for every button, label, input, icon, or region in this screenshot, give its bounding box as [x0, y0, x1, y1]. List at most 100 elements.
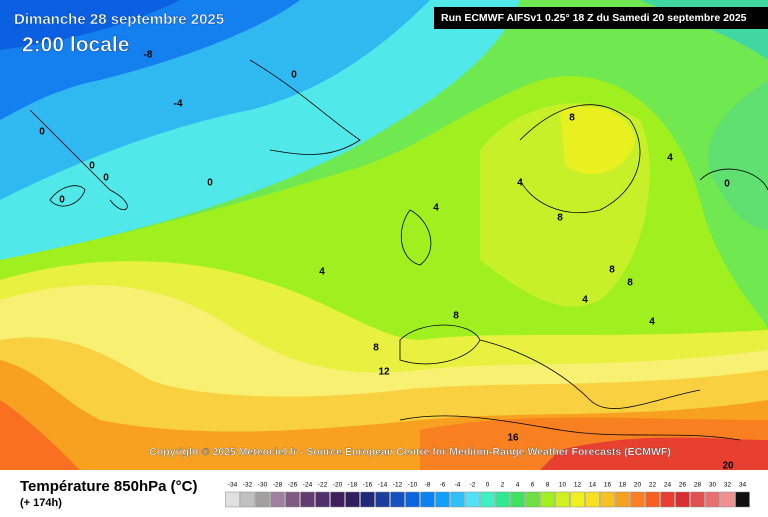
scale-swatch — [300, 491, 315, 508]
scale-label: -26 — [288, 482, 298, 489]
scale-swatch — [480, 491, 495, 508]
scale-swatch — [225, 491, 240, 508]
contour-label: 8 — [373, 343, 379, 354]
contour-label: 4 — [433, 203, 439, 214]
contour-label: 8 — [609, 265, 615, 276]
scale-swatch — [420, 491, 435, 508]
contour-label: 8 — [557, 213, 563, 224]
scale-label: 2 — [501, 482, 505, 489]
scale-swatch — [450, 491, 465, 508]
scale-label: -18 — [348, 482, 358, 489]
scale-swatch — [675, 491, 690, 508]
scale-swatch — [495, 491, 510, 508]
scale-label: 14 — [589, 482, 597, 489]
scale-label: -34 — [228, 482, 238, 489]
scale-label: 34 — [739, 482, 747, 489]
scale-swatch — [345, 491, 360, 508]
contour-label: 8 — [453, 311, 459, 322]
scale-swatch — [405, 491, 420, 508]
scale-label: -20 — [333, 482, 343, 489]
contour-label: 16 — [507, 433, 519, 444]
copyright: Copyright © 2025 Meteociel.fr - Source E… — [149, 446, 671, 458]
scale-label: -14 — [378, 482, 388, 489]
run-info: Run ECMWF AIFSv1 0.25° 18 Z du Samedi 20… — [441, 12, 747, 24]
scale-swatch — [660, 491, 675, 508]
contour-label: 8 — [627, 278, 633, 289]
color-scale: -34 -32 -30 -28 -26 -24 -22 -20 -18 -16 -14 -12 -10-… — [225, 482, 750, 508]
scale-swatch — [270, 491, 285, 508]
scale-label: -32 — [243, 482, 253, 489]
scale-label: 4 — [516, 482, 520, 489]
scale-label: -12 — [393, 482, 403, 489]
scale-label: -10 — [408, 482, 418, 489]
contour-label: 0 — [291, 70, 297, 81]
scale-swatch — [510, 491, 525, 508]
scale-swatch — [360, 491, 375, 508]
legend-title: Température 850hPa (°C) — [20, 478, 197, 495]
scale-swatch — [735, 491, 750, 508]
contour-label: 12 — [378, 367, 390, 378]
scale-label: 10 — [559, 482, 567, 489]
scale-label: -24 — [303, 482, 313, 489]
contour-label: 0 — [59, 195, 65, 206]
scale-swatch — [390, 491, 405, 508]
scale-swatch — [315, 491, 330, 508]
temperature-field — [0, 0, 768, 470]
scale-label: -6 — [440, 482, 446, 489]
scale-swatch — [720, 491, 735, 508]
contour-label: 0 — [207, 178, 213, 189]
scale-label: 24 — [664, 482, 672, 489]
scale-swatch — [690, 491, 705, 508]
scale-label: 20 — [634, 482, 642, 489]
run-box — [434, 7, 768, 29]
contour-label: -4 — [174, 99, 183, 110]
contour-label: 4 — [517, 178, 523, 189]
scale-swatch — [240, 491, 255, 508]
contour-label: -8 — [144, 50, 153, 61]
scale-label: 0 — [486, 482, 490, 489]
scale-label: 22 — [649, 482, 657, 489]
scale-swatch — [555, 491, 570, 508]
contour-label: 8 — [569, 113, 575, 124]
scale-swatch — [525, 491, 540, 508]
scale-label: 18 — [619, 482, 627, 489]
scale-swatch — [570, 491, 585, 508]
scale-label: -4 — [455, 482, 461, 489]
scale-swatch — [645, 491, 660, 508]
scale-label: -22 — [318, 482, 328, 489]
scale-label: 16 — [604, 482, 612, 489]
scale-swatch — [630, 491, 645, 508]
contour-label: 4 — [667, 153, 673, 164]
scale-label: -28 — [273, 482, 283, 489]
local-time: 2:00 locale — [22, 34, 129, 57]
scale-swatch — [705, 491, 720, 508]
contour-label: 0 — [724, 179, 730, 190]
scale-swatch — [600, 491, 615, 508]
scale-label: 28 — [694, 482, 702, 489]
scale-swatch — [585, 491, 600, 508]
contour-label: 0 — [103, 173, 109, 184]
scale-label: 26 — [679, 482, 687, 489]
contour-label: 4 — [319, 267, 325, 278]
scale-label: -2 — [470, 482, 476, 489]
contour-label: 4 — [649, 317, 655, 328]
contour-label: 0 — [39, 127, 45, 138]
coastlines — [29, 59, 768, 441]
contour-label: 4 — [582, 295, 588, 306]
scale-label: -16 — [363, 482, 373, 489]
scale-swatch — [330, 491, 345, 508]
scale-swatch — [615, 491, 630, 508]
contour-labels: -8 0 -4 0 0 0 0 0 8 4 4 0 4 8 4 8 8 4 8 … — [39, 50, 734, 472]
scale-label: -8 — [425, 482, 431, 489]
forecast-date: Dimanche 28 septembre 2025 — [14, 11, 224, 28]
scale-label: 30 — [709, 482, 717, 489]
contour-label: 0 — [89, 161, 95, 172]
scale-swatch — [255, 491, 270, 508]
scale-label: -30 — [258, 482, 268, 489]
scale-swatch — [285, 491, 300, 508]
scale-label: 6 — [531, 482, 535, 489]
lead-time: (+ 174h) — [20, 497, 62, 509]
scale-swatch — [540, 491, 555, 508]
